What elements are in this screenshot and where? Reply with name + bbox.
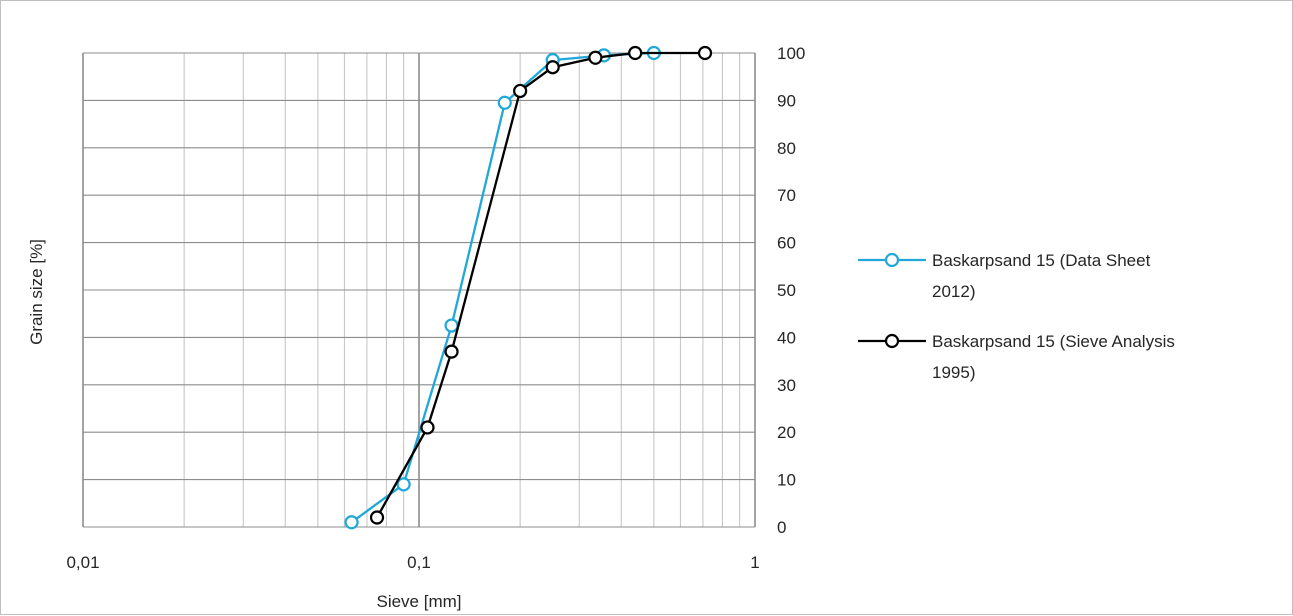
data-point (420, 420, 435, 435)
series-1 (344, 45, 661, 530)
x-tick-label: 0,1 (407, 553, 431, 572)
series-2 (369, 45, 713, 525)
legend-item: Baskarpsand 15 (Data Sheet 2012) (858, 251, 1151, 301)
data-point (396, 477, 411, 492)
y-tick-label: 40 (777, 328, 796, 347)
x-axis-title: Sieve [mm] (376, 592, 461, 611)
data-point (444, 318, 459, 333)
y-tick-label: 60 (777, 234, 796, 253)
legend-marker (884, 252, 900, 268)
y-tick-label: 100 (777, 44, 805, 63)
legend-label: Baskarpsand 15 (Data Sheet (932, 251, 1151, 270)
y-tick-label: 50 (777, 281, 796, 300)
legend-label: Baskarpsand 15 (Sieve Analysis (932, 332, 1175, 351)
data-point (588, 50, 603, 65)
series-layer (344, 45, 713, 530)
y-tick-label: 0 (777, 518, 786, 537)
y-tick-label: 70 (777, 186, 796, 205)
data-point (497, 95, 512, 110)
legend-item: Baskarpsand 15 (Sieve Analysis 1995) (858, 332, 1175, 382)
data-point (697, 45, 713, 61)
data-point (344, 515, 359, 530)
grid (82, 52, 756, 528)
y-tick-label: 90 (777, 91, 796, 110)
x-tick-labels: 0,01 0,1 1 (66, 553, 759, 572)
x-tick-label: 1 (750, 553, 759, 572)
series-line (350, 51, 654, 524)
legend-label: 2012) (932, 282, 975, 301)
legend-label: 1995) (932, 363, 975, 382)
y-tick-label: 20 (777, 423, 796, 442)
data-point (444, 344, 459, 359)
data-point (628, 45, 643, 61)
data-point (369, 510, 385, 525)
y-axis-title: Grain size [%] (27, 239, 46, 345)
y-tick-label: 80 (777, 139, 796, 158)
y-tick-label: 30 (777, 376, 796, 395)
legend-marker (884, 333, 900, 349)
y-tick-label: 10 (777, 471, 796, 490)
legend: Baskarpsand 15 (Data Sheet2012)Baskarpsa… (858, 251, 1175, 382)
x-tick-label: 0,01 (66, 553, 99, 572)
series-line (375, 51, 705, 519)
y-tick-labels: 0 10 20 30 40 50 60 70 80 90 100 (777, 44, 805, 537)
data-point (513, 83, 528, 99)
data-point (545, 60, 560, 75)
